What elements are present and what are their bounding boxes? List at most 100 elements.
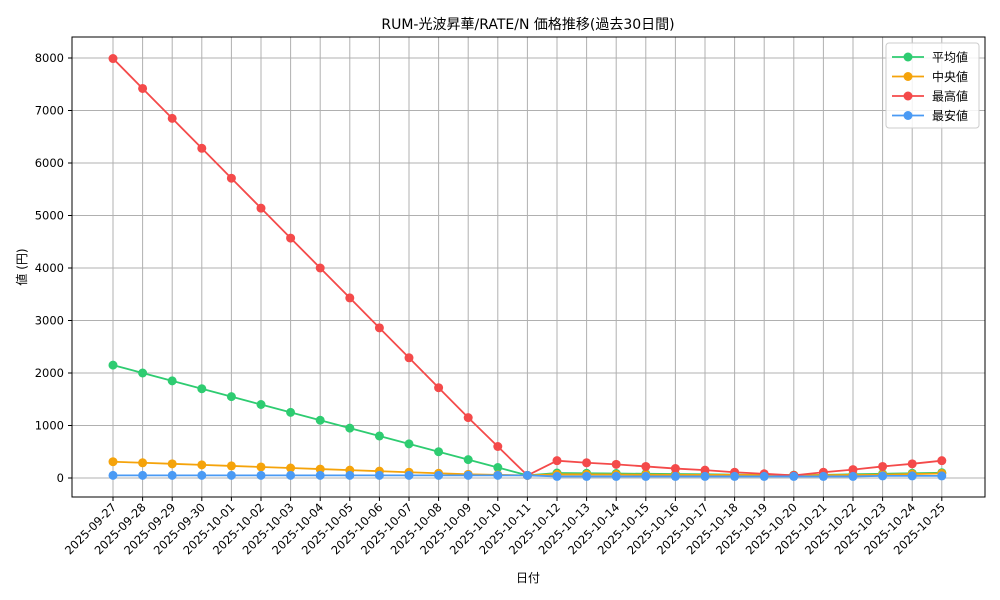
data-point	[463, 455, 473, 465]
legend-item: 最安値	[892, 108, 968, 123]
data-point	[937, 471, 947, 481]
data-point	[138, 368, 148, 378]
grid-lines	[72, 37, 985, 497]
legend-item: 中央値	[892, 69, 968, 84]
data-point	[878, 461, 888, 471]
data-point	[315, 263, 325, 273]
y-tick-label: 2000	[35, 366, 64, 380]
data-point	[197, 143, 207, 153]
data-point	[848, 465, 858, 475]
data-point	[789, 471, 799, 481]
data-point	[463, 470, 473, 480]
data-point	[138, 470, 148, 480]
legend-marker-icon	[903, 72, 913, 81]
data-point	[138, 83, 148, 93]
legend-item: 平均値	[892, 50, 968, 65]
data-point	[463, 413, 473, 423]
legend-label: 平均値	[932, 50, 968, 65]
data-point	[226, 461, 236, 471]
y-axis-ticks: 0 1000 2000 3000 4000 5000 6000 7000 8000	[35, 51, 72, 485]
data-point	[641, 461, 651, 471]
data-point	[374, 470, 384, 480]
data-point	[286, 407, 296, 417]
data-point	[493, 442, 503, 451]
data-point	[522, 470, 532, 480]
legend-item: 最高値	[892, 89, 968, 104]
y-tick-label: 8000	[35, 51, 64, 65]
data-point	[848, 471, 858, 481]
data-point	[878, 471, 888, 481]
data-point	[315, 415, 325, 425]
data-point	[759, 471, 769, 481]
data-point	[226, 392, 236, 402]
data-point	[434, 470, 444, 480]
data-point	[582, 458, 592, 468]
data-point	[226, 173, 236, 183]
data-point	[167, 113, 177, 123]
data-point	[197, 470, 207, 480]
data-series	[108, 54, 947, 481]
data-point	[108, 360, 118, 370]
data-point	[345, 293, 355, 303]
data-point	[404, 439, 414, 449]
data-point	[345, 423, 355, 433]
data-point	[404, 470, 414, 480]
data-point	[493, 463, 503, 472]
y-tick-label: 7000	[35, 104, 64, 118]
chart-title: RUM-光波昇華/RATE/N 価格推移(過去30日間)	[381, 17, 674, 33]
data-point	[374, 323, 384, 333]
data-point	[907, 459, 917, 469]
legend-label: 最高値	[932, 89, 968, 104]
y-tick-label: 1000	[35, 419, 64, 433]
data-point	[315, 470, 325, 480]
data-point	[670, 464, 680, 474]
data-point	[197, 384, 207, 394]
data-point	[552, 471, 562, 481]
data-point	[167, 470, 177, 480]
legend-label: 最安値	[932, 108, 968, 123]
x-axis-label: 日付	[516, 571, 540, 585]
data-point	[700, 465, 710, 475]
data-point	[374, 431, 384, 441]
data-point	[582, 471, 592, 481]
legend-marker-icon	[903, 52, 913, 62]
y-tick-label: 3000	[35, 314, 64, 328]
data-point	[256, 400, 266, 409]
data-point	[611, 459, 621, 469]
y-axis-label: 値 (円)	[14, 248, 29, 285]
data-point	[108, 54, 118, 64]
y-tick-label: 6000	[35, 156, 64, 170]
data-point	[700, 471, 710, 481]
data-point	[404, 353, 414, 363]
legend-label: 中央値	[932, 69, 968, 84]
data-point	[611, 471, 621, 481]
data-point	[493, 470, 503, 480]
legend-box	[885, 42, 980, 129]
data-point	[167, 459, 177, 469]
data-point	[286, 233, 296, 243]
data-point	[670, 471, 680, 481]
data-point	[345, 470, 355, 480]
data-point	[108, 457, 118, 467]
y-tick-label: 0	[57, 471, 64, 485]
data-point	[818, 471, 828, 481]
data-point	[937, 456, 947, 466]
data-point	[167, 376, 177, 386]
data-point	[315, 464, 325, 474]
data-point	[730, 471, 740, 481]
data-point	[138, 458, 148, 468]
series-line	[108, 470, 947, 481]
legend-marker-icon	[903, 91, 913, 101]
legend-marker-icon	[903, 111, 913, 120]
data-point	[286, 470, 296, 480]
data-point	[197, 460, 207, 470]
data-point	[434, 447, 444, 457]
plot-frame	[71, 36, 986, 498]
data-point	[256, 462, 266, 472]
data-point	[434, 383, 444, 393]
y-tick-label: 5000	[35, 209, 64, 223]
data-point	[286, 463, 296, 473]
